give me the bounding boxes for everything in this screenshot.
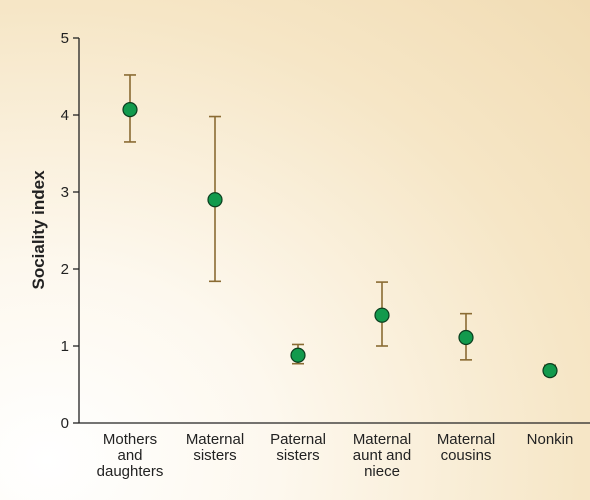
data-point [290,347,306,363]
x-category-label-line: sisters [276,447,319,464]
x-category-label-line: Maternal [186,431,244,448]
y-tick-label: 2 [61,261,69,278]
data-point [207,192,223,208]
axes: Sociality index [29,38,590,424]
y-axis-title: Sociality index [29,170,48,290]
x-category-label-line: niece [364,463,400,480]
data-point [542,363,558,379]
y-tick-label: 3 [61,184,69,201]
x-category-label-line: Nonkin [527,431,574,448]
x-category-label-line: daughters [97,463,164,480]
data-point [458,329,474,346]
y-tick-label: 5 [61,30,69,47]
x-category-label-line: cousins [441,447,492,464]
x-category-label-line: sisters [193,447,236,464]
x-category-label: Maternal aunt and niece [353,431,411,480]
x-category-label: Mothers and daughters [97,431,164,480]
x-category-label-line: Maternal [437,431,495,448]
x-category-label: Maternal sisters [186,431,244,464]
x-category-label: Maternal cousins [437,431,495,464]
x-category-label: Paternal sisters [270,431,326,464]
error-bars [124,74,556,377]
x-category-label: Nonkin [527,431,574,448]
y-tick-label: 0 [61,415,69,432]
data-points [122,102,558,379]
x-category-label-line: aunt and [353,447,411,464]
x-category-label-line: Mothers [103,431,157,448]
data-point [374,307,390,323]
data-point [122,102,138,118]
x-category-label-line: Maternal [353,431,411,448]
y-ticks: 0 1 2 3 4 5 [61,30,79,432]
x-category-label-line: Paternal [270,431,326,448]
x-category-label-line: and [117,447,142,464]
y-tick-label: 4 [61,107,69,124]
y-tick-label: 1 [61,338,69,355]
